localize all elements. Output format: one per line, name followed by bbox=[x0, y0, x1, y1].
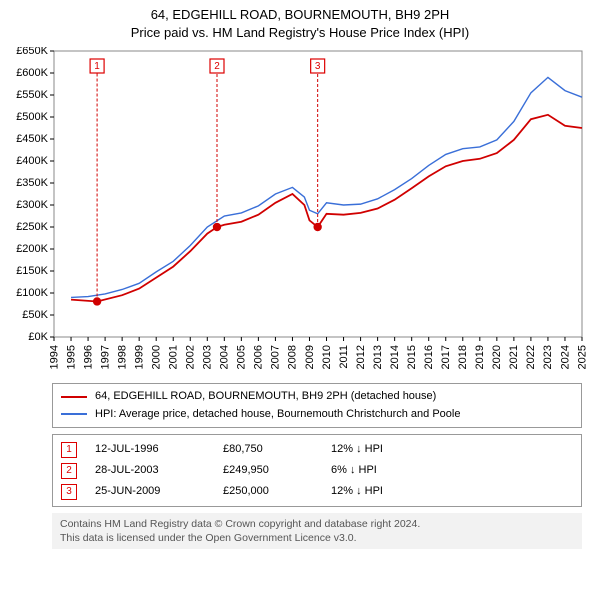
svg-text:2023: 2023 bbox=[542, 345, 554, 369]
footer-attribution: Contains HM Land Registry data © Crown c… bbox=[52, 513, 582, 549]
chart-title-2: Price paid vs. HM Land Registry's House … bbox=[8, 24, 592, 42]
chart-container: 64, EDGEHILL ROAD, BOURNEMOUTH, BH9 2PH … bbox=[0, 0, 600, 557]
svg-text:2019: 2019 bbox=[474, 345, 486, 369]
sale-diff: 6% ↓ HPI bbox=[331, 460, 441, 481]
svg-text:2014: 2014 bbox=[389, 345, 401, 369]
sale-diff: 12% ↓ HPI bbox=[331, 439, 441, 460]
svg-text:2022: 2022 bbox=[525, 345, 537, 369]
svg-text:£550K: £550K bbox=[16, 89, 48, 101]
svg-text:2017: 2017 bbox=[440, 345, 452, 369]
svg-text:2016: 2016 bbox=[423, 345, 435, 369]
sale-date: 12-JUL-1996 bbox=[95, 439, 205, 460]
legend-label: HPI: Average price, detached house, Bour… bbox=[95, 406, 460, 424]
sale-row: 2 28-JUL-2003 £249,950 6% ↓ HPI bbox=[61, 460, 573, 481]
sale-row: 1 12-JUL-1996 £80,750 12% ↓ HPI bbox=[61, 439, 573, 460]
legend-item: 64, EDGEHILL ROAD, BOURNEMOUTH, BH9 2PH … bbox=[61, 388, 573, 406]
footer-line-2: This data is licensed under the Open Gov… bbox=[60, 531, 574, 545]
svg-text:1999: 1999 bbox=[133, 345, 145, 369]
svg-text:2009: 2009 bbox=[304, 345, 316, 369]
svg-text:2001: 2001 bbox=[168, 345, 180, 369]
legend-item: HPI: Average price, detached house, Bour… bbox=[61, 406, 573, 424]
svg-text:£0K: £0K bbox=[28, 331, 48, 343]
series-price_paid bbox=[71, 115, 582, 302]
svg-text:2021: 2021 bbox=[508, 345, 520, 369]
svg-text:2015: 2015 bbox=[406, 345, 418, 369]
svg-text:£100K: £100K bbox=[16, 287, 48, 299]
svg-text:£500K: £500K bbox=[16, 111, 48, 123]
svg-text:£650K: £650K bbox=[16, 47, 48, 57]
svg-text:2006: 2006 bbox=[253, 345, 265, 369]
svg-text:2010: 2010 bbox=[321, 345, 333, 369]
footer-line-1: Contains HM Land Registry data © Crown c… bbox=[60, 517, 574, 531]
sale-date: 28-JUL-2003 bbox=[95, 460, 205, 481]
svg-text:£150K: £150K bbox=[16, 265, 48, 277]
legend-label: 64, EDGEHILL ROAD, BOURNEMOUTH, BH9 2PH … bbox=[95, 388, 436, 406]
svg-text:1998: 1998 bbox=[116, 345, 128, 369]
plot-area: £0K £50K £100K £150K £200K £250K £300K £350K £40… bbox=[8, 47, 592, 377]
svg-text:2: 2 bbox=[214, 61, 220, 72]
legend-swatch bbox=[61, 396, 87, 398]
svg-text:2007: 2007 bbox=[270, 345, 282, 369]
svg-text:£350K: £350K bbox=[16, 177, 48, 189]
sale-flag: 3 bbox=[61, 484, 77, 500]
svg-text:1996: 1996 bbox=[82, 345, 94, 369]
chart-title-1: 64, EDGEHILL ROAD, BOURNEMOUTH, BH9 2PH bbox=[8, 6, 592, 24]
series-hpi bbox=[71, 77, 582, 297]
svg-text:2024: 2024 bbox=[559, 345, 571, 369]
svg-text:2002: 2002 bbox=[185, 345, 197, 369]
svg-text:£250K: £250K bbox=[16, 221, 48, 233]
svg-text:2011: 2011 bbox=[338, 345, 350, 369]
legend-swatch bbox=[61, 413, 87, 415]
svg-text:2008: 2008 bbox=[287, 345, 299, 369]
svg-text:2018: 2018 bbox=[457, 345, 469, 369]
svg-text:1: 1 bbox=[94, 61, 100, 72]
svg-text:£400K: £400K bbox=[16, 155, 48, 167]
svg-text:£300K: £300K bbox=[16, 199, 48, 211]
svg-text:2005: 2005 bbox=[236, 345, 248, 369]
svg-text:2012: 2012 bbox=[355, 345, 367, 369]
svg-text:£200K: £200K bbox=[16, 243, 48, 255]
svg-text:2025: 2025 bbox=[576, 345, 588, 369]
sale-diff: 12% ↓ HPI bbox=[331, 481, 441, 502]
svg-text:1997: 1997 bbox=[99, 345, 111, 369]
svg-text:2020: 2020 bbox=[491, 345, 503, 369]
sale-flag: 1 bbox=[61, 442, 77, 458]
svg-text:1994: 1994 bbox=[48, 345, 60, 369]
sale-date: 25-JUN-2009 bbox=[95, 481, 205, 502]
sale-price: £80,750 bbox=[223, 439, 313, 460]
svg-text:2004: 2004 bbox=[219, 345, 231, 369]
svg-text:£50K: £50K bbox=[22, 309, 48, 321]
svg-text:3: 3 bbox=[315, 61, 321, 72]
svg-text:£600K: £600K bbox=[16, 67, 48, 79]
sales-table: 1 12-JUL-1996 £80,750 12% ↓ HPI 2 28-JUL-2003… bbox=[52, 434, 582, 507]
sale-flag: 2 bbox=[61, 463, 77, 479]
svg-text:2003: 2003 bbox=[202, 345, 214, 369]
sale-price: £250,000 bbox=[223, 481, 313, 502]
chart-svg: £0K £50K £100K £150K £200K £250K £300K £350K £40… bbox=[8, 47, 592, 377]
svg-text:2000: 2000 bbox=[150, 345, 162, 369]
svg-text:2013: 2013 bbox=[372, 345, 384, 369]
sale-price: £249,950 bbox=[223, 460, 313, 481]
svg-text:£450K: £450K bbox=[16, 133, 48, 145]
legend: 64, EDGEHILL ROAD, BOURNEMOUTH, BH9 2PH … bbox=[52, 383, 582, 428]
sale-row: 3 25-JUN-2009 £250,000 12% ↓ HPI bbox=[61, 481, 573, 502]
svg-text:1995: 1995 bbox=[65, 345, 77, 369]
